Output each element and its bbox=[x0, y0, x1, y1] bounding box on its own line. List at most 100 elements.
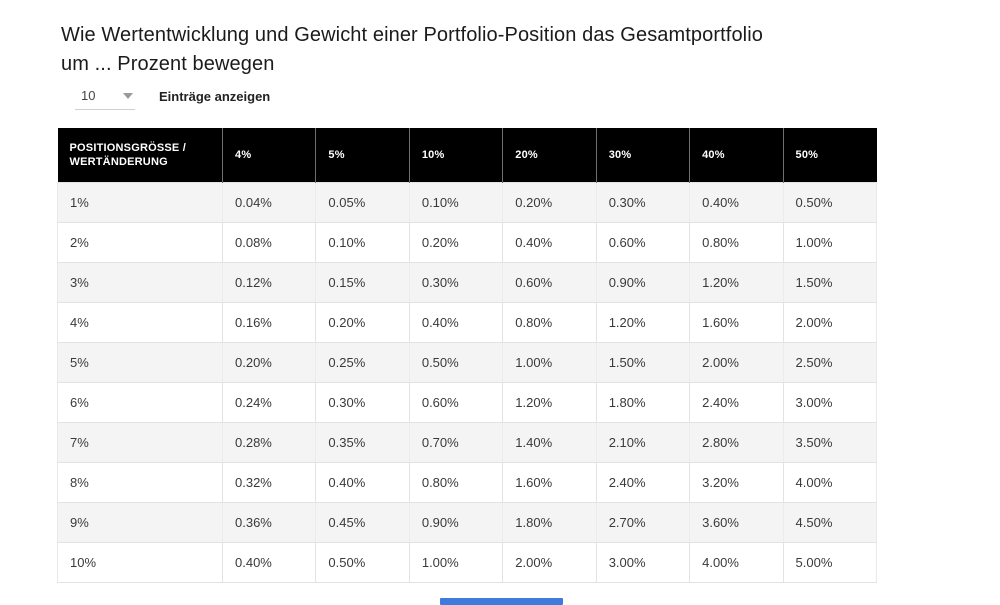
row-header: 2% bbox=[57, 222, 223, 263]
table-cell: 0.50% bbox=[408, 342, 504, 383]
table-cell: 1.00% bbox=[782, 222, 878, 263]
table-cell: 0.40% bbox=[502, 222, 597, 263]
table-header: POSITIONSGRÖSSE / WERTÄNDERUNG 4% 5% 10% 20%… bbox=[57, 128, 877, 183]
horizontal-scrollbar-thumb[interactable] bbox=[440, 598, 563, 605]
table-cell: 1.50% bbox=[595, 342, 691, 383]
table-cell: 0.16% bbox=[221, 302, 317, 343]
table-cell: 1.80% bbox=[595, 382, 691, 423]
table-row: 10% 0.40% 0.50% 1.00% 2.00% 3.00% 4.00% 5.00% bbox=[57, 542, 878, 583]
row-header: 3% bbox=[57, 262, 223, 303]
table-cell: 1.80% bbox=[502, 502, 597, 543]
table-cell: 1.00% bbox=[408, 542, 504, 583]
row-header: 6% bbox=[57, 382, 223, 423]
portfolio-impact-table: POSITIONSGRÖSSE / WERTÄNDERUNG 4% 5% 10% 20%… bbox=[57, 128, 878, 583]
column-header[interactable]: 40% bbox=[689, 128, 784, 183]
entries-label: Einträge anzeigen bbox=[159, 88, 271, 104]
column-header[interactable]: 4% bbox=[221, 128, 316, 183]
table-cell: 0.90% bbox=[595, 262, 691, 303]
row-header: 4% bbox=[57, 302, 223, 343]
table-cell: 0.12% bbox=[221, 262, 317, 303]
table-cell: 0.30% bbox=[595, 182, 691, 223]
table-cell: 0.36% bbox=[221, 502, 317, 543]
table-cell: 2.00% bbox=[689, 342, 784, 383]
table-cell: 0.70% bbox=[408, 422, 504, 463]
table-cell: 0.80% bbox=[689, 222, 784, 263]
table-cell: 0.08% bbox=[221, 222, 317, 263]
table-cell: 0.24% bbox=[221, 382, 317, 423]
table-cell: 0.20% bbox=[408, 222, 504, 263]
table-cell: 0.80% bbox=[408, 462, 504, 503]
table-cell: 2.80% bbox=[689, 422, 784, 463]
column-header[interactable]: 20% bbox=[502, 128, 597, 183]
table-row: 8% 0.32% 0.40% 0.80% 1.60% 2.40% 3.20% 4.00% bbox=[57, 462, 878, 503]
table-cell: 4.00% bbox=[689, 542, 784, 583]
column-header[interactable]: 5% bbox=[315, 128, 410, 183]
table-cell: 4.50% bbox=[782, 502, 878, 543]
table-cell: 2.10% bbox=[595, 422, 691, 463]
table-cell: 0.20% bbox=[315, 302, 410, 343]
table-cell: 0.50% bbox=[315, 542, 410, 583]
table-cell: 0.50% bbox=[782, 182, 878, 223]
table-cell: 0.30% bbox=[315, 382, 410, 423]
table-cell: 2.00% bbox=[502, 542, 597, 583]
table-row: 3% 0.12% 0.15% 0.30% 0.60% 0.90% 1.20% 1.50% bbox=[57, 262, 878, 303]
table-cell: 0.30% bbox=[408, 262, 504, 303]
column-header[interactable]: 30% bbox=[595, 128, 690, 183]
table-row: 6% 0.24% 0.30% 0.60% 1.20% 1.80% 2.40% 3.00% bbox=[57, 382, 878, 423]
entries-count-value: 10 bbox=[81, 88, 96, 103]
table-cell: 3.60% bbox=[689, 502, 784, 543]
table-cell: 1.20% bbox=[502, 382, 597, 423]
table-cell: 0.04% bbox=[221, 182, 317, 223]
column-header[interactable]: 50% bbox=[782, 128, 877, 183]
row-header: 1% bbox=[57, 182, 223, 223]
table-cell: 2.70% bbox=[595, 502, 691, 543]
table-cell: 0.60% bbox=[595, 222, 691, 263]
table-cell: 0.40% bbox=[315, 462, 410, 503]
row-header: 10% bbox=[57, 542, 223, 583]
table-row: 7% 0.28% 0.35% 0.70% 1.40% 2.10% 2.80% 3.50% bbox=[57, 422, 878, 463]
table-cell: 0.28% bbox=[221, 422, 317, 463]
column-header-positionsgroesse-wertaenderung[interactable]: POSITIONSGRÖSSE / WERTÄNDERUNG bbox=[57, 128, 223, 183]
table-cell: 1.40% bbox=[502, 422, 597, 463]
table-row: 1% 0.04% 0.05% 0.10% 0.20% 0.30% 0.40% 0.50% bbox=[57, 182, 878, 223]
table-cell: 0.60% bbox=[408, 382, 504, 423]
row-header: 9% bbox=[57, 502, 223, 543]
table-cell: 0.10% bbox=[408, 182, 504, 223]
chevron-down-icon bbox=[123, 92, 133, 99]
table-cell: 0.45% bbox=[315, 502, 410, 543]
table-row: 9% 0.36% 0.45% 0.90% 1.80% 2.70% 3.60% 4.50% bbox=[57, 502, 878, 543]
table-row: 5% 0.20% 0.25% 0.50% 1.00% 1.50% 2.00% 2.50% bbox=[57, 342, 878, 383]
table-cell: 0.20% bbox=[502, 182, 597, 223]
table-cell: 0.90% bbox=[408, 502, 504, 543]
table-cell: 1.20% bbox=[595, 302, 691, 343]
table-cell: 0.40% bbox=[689, 182, 784, 223]
table-cell: 0.15% bbox=[315, 262, 410, 303]
table-cell: 1.50% bbox=[782, 262, 878, 303]
table-cell: 3.00% bbox=[595, 542, 691, 583]
table-cell: 3.50% bbox=[782, 422, 878, 463]
table-cell: 0.10% bbox=[315, 222, 410, 263]
table-row: 2% 0.08% 0.10% 0.20% 0.40% 0.60% 0.80% 1.00% bbox=[57, 222, 878, 263]
table-cell: 1.60% bbox=[689, 302, 784, 343]
entries-per-page-control: 10 Einträge anzeigen bbox=[75, 82, 270, 110]
table-cell: 0.32% bbox=[221, 462, 317, 503]
page-title: Wie Wertentwicklung und Gewicht einer Po… bbox=[61, 24, 763, 76]
table-row: 4% 0.16% 0.20% 0.40% 0.80% 1.20% 1.60% 2.00% bbox=[57, 302, 878, 343]
entries-count-select[interactable]: 10 bbox=[75, 83, 135, 110]
table-cell: 0.20% bbox=[221, 342, 317, 383]
table-cell: 1.60% bbox=[502, 462, 597, 503]
column-header[interactable]: 10% bbox=[408, 128, 503, 183]
table-cell: 3.00% bbox=[782, 382, 878, 423]
table-cell: 2.40% bbox=[689, 382, 784, 423]
table-cell: 2.50% bbox=[782, 342, 878, 383]
table-cell: 0.35% bbox=[315, 422, 410, 463]
row-header: 8% bbox=[57, 462, 223, 503]
table-cell: 4.00% bbox=[782, 462, 878, 503]
table-cell: 0.80% bbox=[502, 302, 597, 343]
table-cell: 0.40% bbox=[408, 302, 504, 343]
table-cell: 2.40% bbox=[595, 462, 691, 503]
table-cell: 3.20% bbox=[689, 462, 784, 503]
table-cell: 0.60% bbox=[502, 262, 597, 303]
table-cell: 1.20% bbox=[689, 262, 784, 303]
row-header: 5% bbox=[57, 342, 223, 383]
